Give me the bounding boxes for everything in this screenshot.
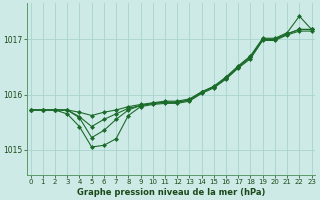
X-axis label: Graphe pression niveau de la mer (hPa): Graphe pression niveau de la mer (hPa) [77,188,265,197]
